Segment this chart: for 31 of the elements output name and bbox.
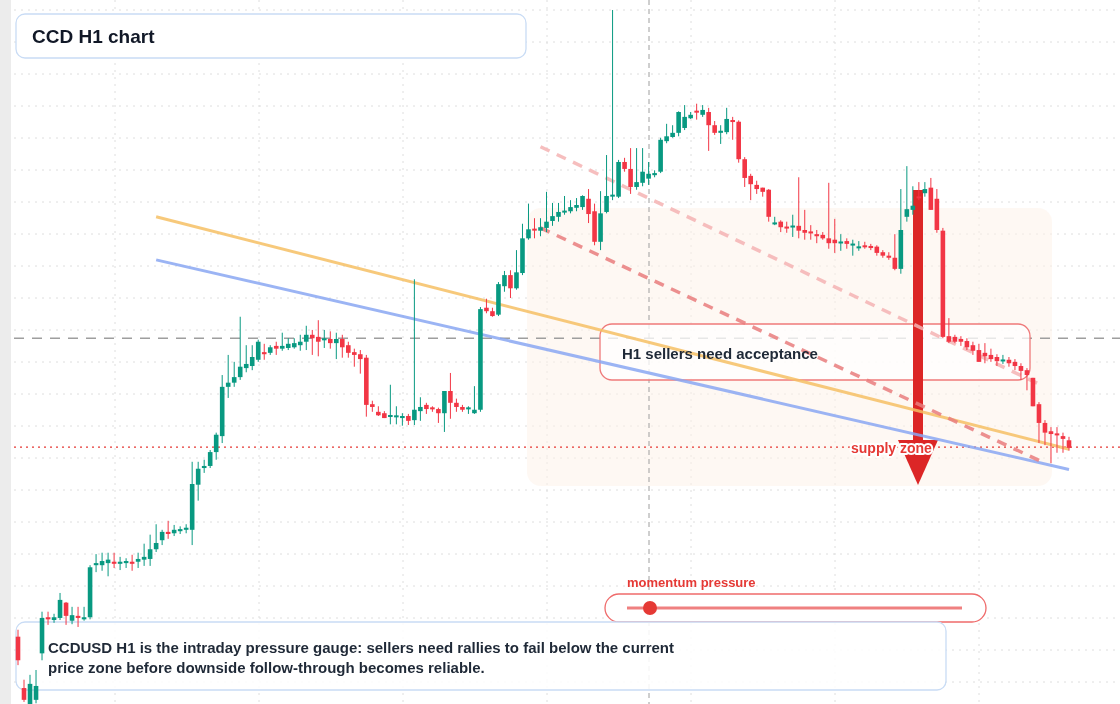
annotation: H1 sellers need acceptance bbox=[622, 345, 818, 362]
text: CCD H1 chart bbox=[32, 26, 156, 47]
candlestick bbox=[508, 269, 513, 299]
candlestick bbox=[1048, 426, 1054, 464]
candlestick bbox=[303, 325, 309, 351]
candlestick bbox=[730, 116, 735, 141]
candlestick bbox=[1024, 367, 1030, 391]
candlestick bbox=[51, 613, 57, 624]
candlestick bbox=[904, 165, 910, 223]
candlestick bbox=[628, 147, 633, 195]
candlestick bbox=[231, 361, 237, 388]
candlestick bbox=[532, 217, 537, 239]
candlestick bbox=[1018, 362, 1024, 381]
candlestick bbox=[970, 341, 976, 356]
candlestick bbox=[141, 543, 147, 567]
candlestick bbox=[706, 107, 711, 152]
candlestick bbox=[442, 390, 447, 433]
candlestick bbox=[334, 332, 339, 360]
candlestick bbox=[448, 372, 453, 420]
candlestick bbox=[472, 385, 477, 415]
candlestick bbox=[135, 552, 141, 569]
candlestick bbox=[1060, 432, 1066, 454]
candlestick bbox=[225, 354, 231, 399]
candlestick bbox=[321, 329, 327, 349]
annotation: momentum pressure bbox=[627, 575, 756, 590]
candlestick bbox=[946, 317, 952, 344]
candlestick bbox=[790, 214, 796, 238]
candlestick bbox=[526, 203, 531, 241]
annotation: CCDUSD H1 is the intraday pressure gauge: sellers need rallies to fail below the current price zone before downside follow-through becomes reliable. bbox=[48, 639, 675, 676]
candlestick bbox=[69, 606, 75, 625]
candlestick bbox=[958, 335, 964, 347]
